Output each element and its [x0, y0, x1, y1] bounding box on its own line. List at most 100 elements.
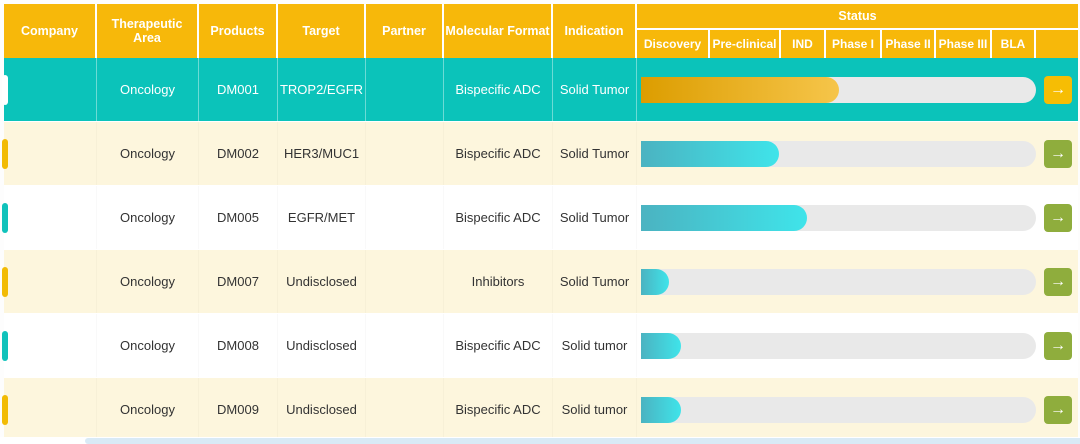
progress-track — [641, 140, 1036, 167]
progress-fill — [641, 396, 681, 423]
status-header-group: Status Discovery Pre-clinical IND Phase … — [637, 4, 1078, 58]
cell-molecular-format: Bispecific ADC — [444, 378, 553, 441]
status-progress-area: → — [637, 58, 1078, 121]
status-group-label: Status — [637, 4, 1078, 30]
scrollbar-thumb[interactable] — [85, 438, 1080, 444]
cell-indication: Solid Tumor — [553, 122, 637, 185]
row-accent-tab — [2, 267, 8, 297]
col-header-ind: IND — [781, 30, 826, 58]
cell-therapeutic-area: Oncology — [97, 122, 199, 185]
row-accent-tab — [2, 331, 8, 361]
progress-track — [641, 268, 1036, 295]
col-header-phase-1: Phase I — [826, 30, 882, 58]
progress-fill — [641, 76, 839, 103]
status-progress-area: → — [637, 122, 1078, 185]
col-header-target: Target — [278, 4, 366, 58]
row-accent-tab — [2, 395, 8, 425]
row-detail-button[interactable]: → — [1044, 267, 1072, 296]
table-header: Company Therapeutic Area Products Target… — [4, 4, 1078, 58]
progress-fill — [641, 332, 681, 359]
cell-company — [4, 314, 97, 377]
pipeline-table: Company Therapeutic Area Products Target… — [2, 4, 1078, 442]
cell-partner — [366, 378, 444, 441]
table-row[interactable]: Oncology DM005 EGFR/MET Bispecific ADC S… — [2, 186, 1078, 250]
col-header-company: Company — [4, 4, 97, 58]
cell-therapeutic-area: Oncology — [97, 250, 199, 313]
status-progress-area: → — [637, 250, 1078, 313]
cell-target: Undisclosed — [278, 314, 366, 377]
progress-fill — [641, 204, 807, 231]
cell-indication: Solid Tumor — [553, 186, 637, 249]
cell-company — [4, 186, 97, 249]
status-progress-area: → — [637, 314, 1078, 377]
cell-products: DM001 — [199, 58, 278, 121]
row-accent-tab — [2, 203, 8, 233]
cell-products: DM005 — [199, 186, 278, 249]
col-header-products: Products — [199, 4, 278, 58]
cell-indication: Solid Tumor — [553, 250, 637, 313]
cell-molecular-format: Bispecific ADC — [444, 58, 553, 121]
cell-company — [4, 58, 97, 121]
arrow-right-icon: → — [1050, 144, 1066, 162]
col-header-partner: Partner — [366, 4, 444, 58]
status-phase-headers: Discovery Pre-clinical IND Phase I Phase… — [637, 30, 1078, 58]
arrow-right-icon: → — [1050, 336, 1066, 354]
row-detail-button[interactable]: → — [1044, 203, 1072, 232]
cell-products: DM009 — [199, 378, 278, 441]
col-header-bla: BLA — [992, 30, 1036, 58]
cell-therapeutic-area: Oncology — [97, 378, 199, 441]
col-header-pre-clinical: Pre-clinical — [710, 30, 781, 58]
cell-partner — [366, 122, 444, 185]
cell-company — [4, 378, 97, 441]
table-row[interactable]: Oncology DM008 Undisclosed Bispecific AD… — [2, 314, 1078, 378]
arrow-right-icon: → — [1050, 80, 1066, 98]
row-detail-button[interactable]: → — [1044, 139, 1072, 168]
col-header-discovery: Discovery — [637, 30, 710, 58]
cell-indication: Solid tumor — [553, 378, 637, 441]
row-detail-button[interactable]: → — [1044, 395, 1072, 424]
col-header-phase-3: Phase III — [936, 30, 992, 58]
cell-company — [4, 250, 97, 313]
col-header-therapeutic-area: Therapeutic Area — [97, 4, 199, 58]
horizontal-scrollbar[interactable] — [0, 437, 1080, 444]
col-header-molecular-format: Molecular Format — [444, 4, 553, 58]
cell-partner — [366, 58, 444, 121]
progress-fill — [641, 140, 780, 167]
col-header-phase-2: Phase II — [882, 30, 936, 58]
row-detail-button[interactable]: → — [1044, 75, 1072, 104]
progress-track — [641, 76, 1036, 103]
cell-molecular-format: Bispecific ADC — [444, 122, 553, 185]
progress-track — [641, 204, 1036, 231]
row-detail-button[interactable]: → — [1044, 331, 1072, 360]
arrow-right-icon: → — [1050, 208, 1066, 226]
table-row[interactable]: Oncology DM009 Undisclosed Bispecific AD… — [2, 378, 1078, 442]
cell-partner — [366, 186, 444, 249]
table-row[interactable]: Oncology DM002 HER3/MUC1 Bispecific ADC … — [2, 122, 1078, 186]
status-progress-area: → — [637, 186, 1078, 249]
cell-target: HER3/MUC1 — [278, 122, 366, 185]
arrow-right-icon: → — [1050, 400, 1066, 418]
arrow-right-icon: → — [1050, 272, 1066, 290]
row-accent-tab — [2, 139, 8, 169]
progress-fill — [641, 268, 669, 295]
cell-company — [4, 122, 97, 185]
cell-therapeutic-area: Oncology — [97, 314, 199, 377]
status-progress-area: → — [637, 378, 1078, 441]
cell-partner — [366, 250, 444, 313]
cell-products: DM008 — [199, 314, 278, 377]
cell-partner — [366, 314, 444, 377]
cell-molecular-format: Bispecific ADC — [444, 314, 553, 377]
table-row[interactable]: Oncology DM007 Undisclosed Inhibitors So… — [2, 250, 1078, 314]
table-row[interactable]: Oncology DM001 TROP2/EGFR Bispecific ADC… — [2, 58, 1078, 122]
cell-products: DM007 — [199, 250, 278, 313]
cell-target: Undisclosed — [278, 250, 366, 313]
cell-target: Undisclosed — [278, 378, 366, 441]
cell-molecular-format: Inhibitors — [444, 250, 553, 313]
cell-indication: Solid Tumor — [553, 58, 637, 121]
progress-track — [641, 396, 1036, 423]
col-header-indication: Indication — [553, 4, 637, 58]
progress-track — [641, 332, 1036, 359]
row-accent-tab — [2, 75, 8, 105]
cell-therapeutic-area: Oncology — [97, 58, 199, 121]
cell-therapeutic-area: Oncology — [97, 186, 199, 249]
